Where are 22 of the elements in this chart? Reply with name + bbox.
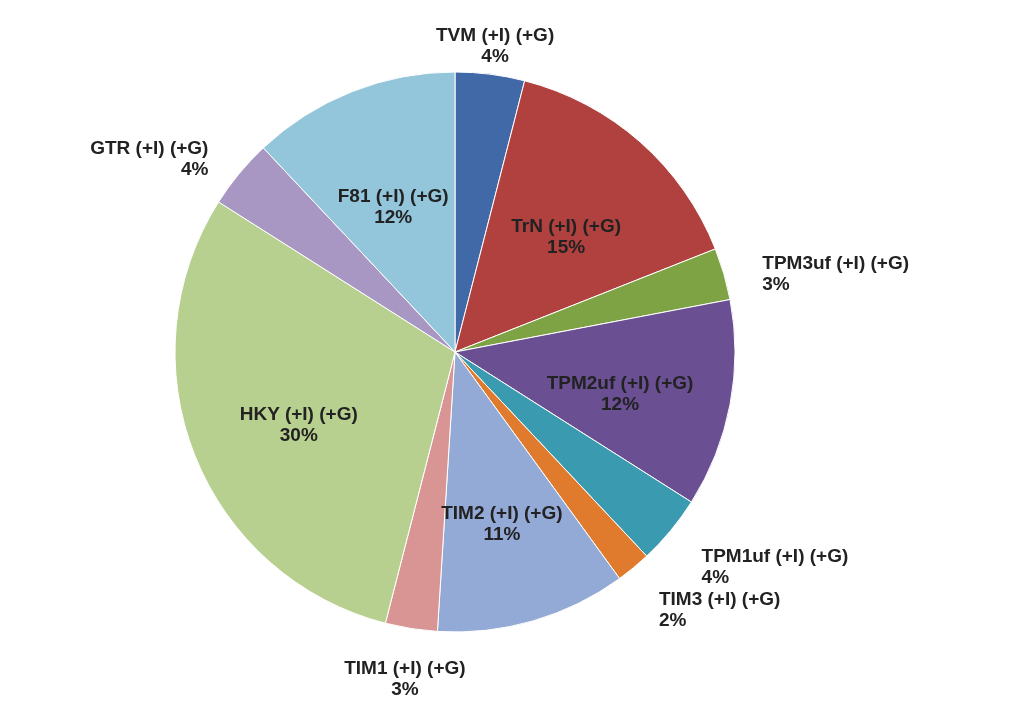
data-label: 4% bbox=[481, 44, 509, 66]
slice-label: TrN (+I) (+G) bbox=[511, 214, 621, 236]
data-label: 4% bbox=[701, 565, 730, 587]
slice-label: HKY (+I) (+G) bbox=[239, 402, 358, 424]
slice-label: GTR (+I) (+G) bbox=[90, 137, 209, 159]
data-label: 15% bbox=[547, 235, 586, 257]
data-label: 11% bbox=[483, 523, 521, 545]
data-label: 3% bbox=[391, 678, 419, 700]
slice-label: F81 (+I) (+G) bbox=[337, 184, 449, 206]
slice-label: TPM3uf (+I) (+G) bbox=[762, 251, 910, 273]
slice-label: TIM2 (+I) (+G) bbox=[441, 502, 563, 524]
data-label: 12% bbox=[601, 393, 640, 415]
slice-label: TIM1 (+I) (+G) bbox=[344, 657, 466, 679]
data-label: 2% bbox=[658, 608, 687, 630]
slice-label: TIM3 (+I) (+G) bbox=[658, 587, 781, 609]
data-label: 30% bbox=[279, 423, 318, 445]
data-label: 4% bbox=[180, 158, 209, 180]
data-label: 12% bbox=[374, 205, 413, 227]
slice-label: TPM1uf (+I) (+G) bbox=[701, 544, 849, 566]
data-label: 3% bbox=[762, 272, 790, 294]
slice-label: TPM2uf (+I) (+G) bbox=[546, 372, 694, 394]
slice-label: TVM (+I) (+G) bbox=[435, 23, 555, 45]
